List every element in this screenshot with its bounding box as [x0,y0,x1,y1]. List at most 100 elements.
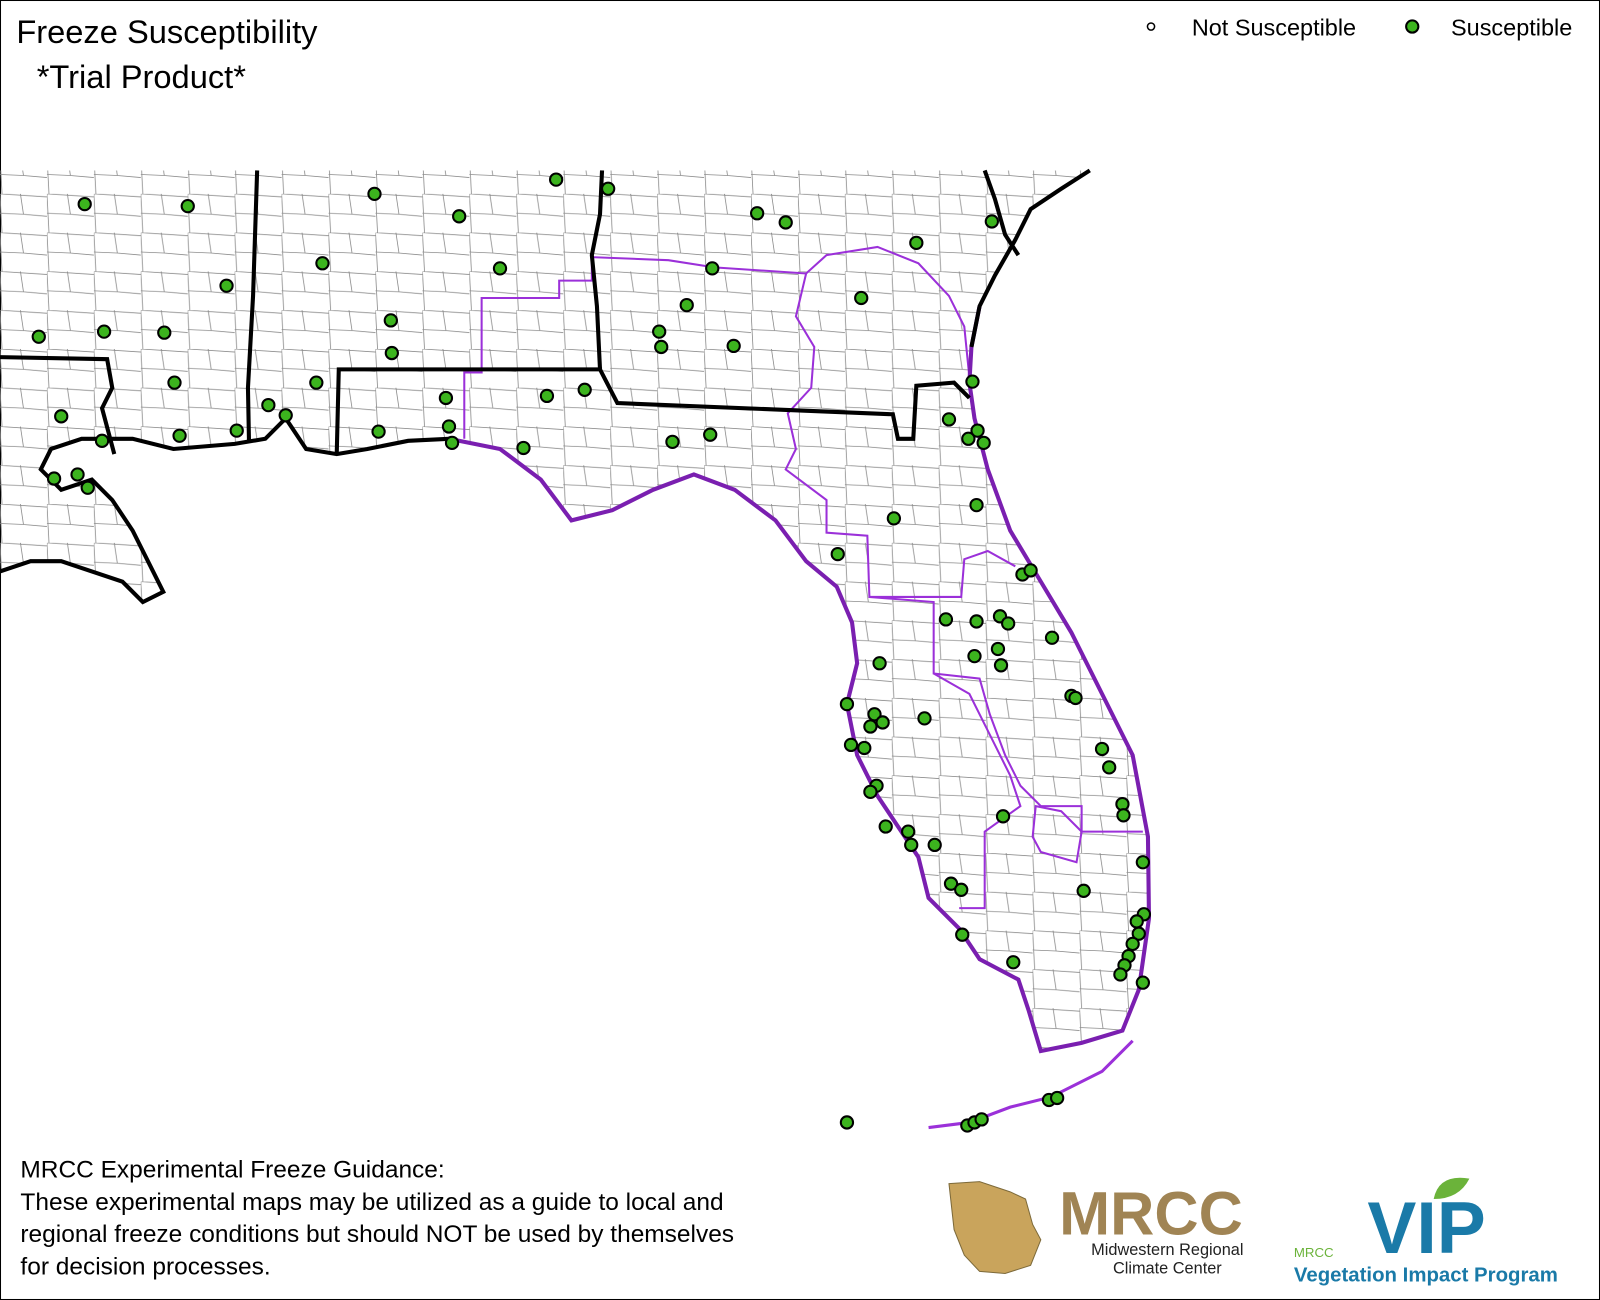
station-susceptible [492,261,508,276]
station-susceptible [917,711,932,726]
station-susceptible [172,428,187,443]
station-susceptible [679,297,694,313]
station-susceptible [961,431,976,446]
station-susceptible [1006,955,1021,970]
office-boundaries [463,245,1143,910]
station-susceptible [969,614,984,629]
station-susceptible [995,809,1011,824]
station-susceptible [1023,563,1038,578]
station-susceptible [654,339,669,355]
station-susceptible [990,641,1006,657]
station-susceptible [94,433,110,448]
station-susceptible [54,409,69,424]
station-susceptible [909,235,924,250]
station-susceptible [278,408,293,423]
station-susceptible [901,824,916,839]
station-susceptible [1044,630,1060,645]
station-susceptible [927,837,942,853]
vip-logo-name: VIP [1367,1186,1485,1269]
station-susceptible [665,434,680,449]
station-susceptible [315,256,330,271]
station-susceptible [1125,936,1140,952]
station-susceptible [219,278,234,293]
station-susceptible [875,715,890,730]
station-susceptible [383,313,398,328]
station-susceptible [839,1115,855,1130]
station-susceptible [1094,741,1110,757]
station-susceptible [867,707,882,722]
station-susceptible [1076,883,1091,898]
station-susceptible [1050,1090,1065,1106]
vip-logo-small: MRCC [1294,1245,1334,1260]
station-susceptible [180,198,195,214]
station-susceptible [309,375,324,390]
station-susceptible [157,325,172,340]
station-susceptible [984,214,999,229]
footer-line: These experimental maps may be utilized … [20,1189,723,1216]
station-susceptible [261,397,276,413]
station-susceptible [970,423,985,438]
station-susceptible [863,719,878,734]
station-susceptible [548,172,564,187]
station-susceptible [886,511,902,526]
station-susceptible [726,338,741,354]
legend-label: Susceptible [1451,15,1572,41]
footer-line: regional freeze conditions but should NO… [20,1221,734,1248]
station-susceptible [31,329,46,344]
station-susceptible [1102,760,1117,775]
station-susceptible [938,612,954,627]
station-susceptible [438,390,454,406]
station-susceptible [967,648,982,664]
station-susceptible [1135,975,1150,990]
mrcc-logo-line: Midwestern Regional [1091,1241,1243,1259]
station-susceptible [70,467,85,482]
station-susceptible [444,435,460,451]
mrcc-logo-line: Climate Center [1113,1259,1222,1277]
station-susceptible [941,412,957,427]
station-susceptible [955,927,970,942]
mrcc-logo-name: MRCC [1059,1180,1243,1248]
legend-marker-susceptible [1405,19,1420,34]
stations [31,172,1152,1133]
station-susceptible [705,261,720,276]
station-susceptible [976,435,991,451]
station-susceptible [652,324,667,339]
station-susceptible [1129,914,1144,929]
station-susceptible [993,658,1009,673]
legend-marker-not-susceptible [1146,22,1156,31]
station-susceptible [77,196,92,212]
station-susceptible [854,290,869,306]
station-susceptible [452,209,467,224]
station-susceptible [577,382,592,397]
footer-line: for decision processes. [20,1253,270,1280]
station-susceptible [830,546,845,562]
station-susceptible [167,375,182,390]
station-susceptible [778,215,793,230]
state-borders [0,168,1091,605]
station-susceptible [904,837,919,853]
station-susceptible [1131,926,1146,941]
vip-logo-program: Vegetation Impact Program [1294,1265,1558,1287]
station-susceptible [969,497,984,513]
station-susceptible [1135,855,1150,870]
footer-heading: MRCC Experimental Freeze Guidance: [20,1157,444,1184]
station-susceptible [703,427,718,442]
station-susceptible [1116,808,1131,823]
station-susceptible [371,424,386,439]
station-susceptible [954,882,969,897]
vip-logo-leaf [1433,1177,1470,1199]
station-susceptible [384,345,399,361]
station-susceptible [96,324,112,339]
station-susceptible [1001,616,1016,631]
station-susceptible [965,374,980,389]
station-susceptible [843,737,859,753]
station-susceptible [1068,690,1083,706]
mrcc-logo-map [948,1181,1042,1274]
station-susceptible [367,186,382,202]
station-susceptible [539,388,555,404]
station-susceptible [878,819,893,834]
station-susceptible [750,206,765,221]
legend-label: Not Susceptible [1192,15,1356,41]
station-susceptible [943,876,959,891]
